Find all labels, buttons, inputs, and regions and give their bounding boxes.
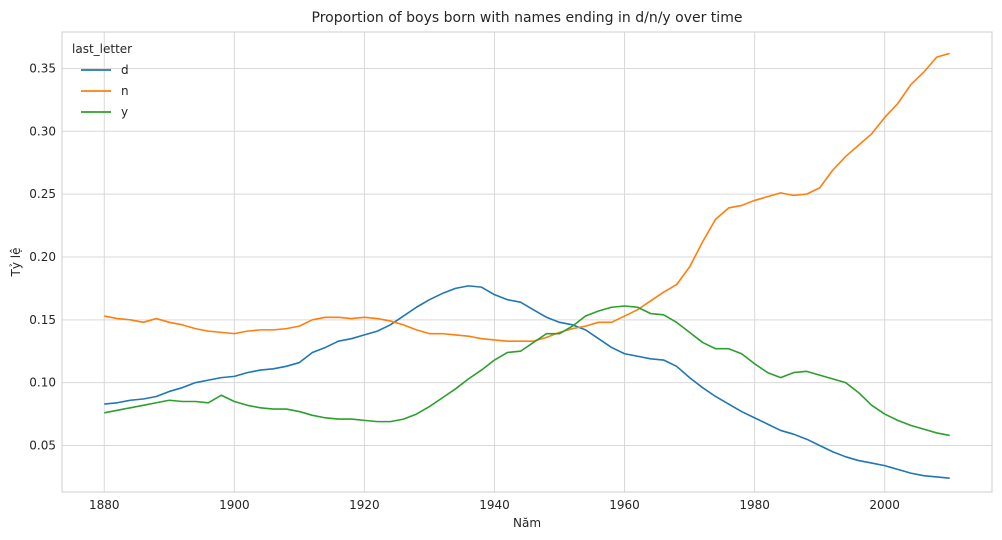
x-tick-label: 1900	[219, 498, 250, 512]
y-tick-label: 0.20	[29, 250, 56, 264]
y-axis-label: Tỷ lệ	[9, 248, 23, 278]
x-tick-label: 1940	[479, 498, 510, 512]
legend: last_letter dny	[72, 42, 132, 119]
x-tick-label: 1960	[609, 498, 640, 512]
series-line-n	[104, 52, 950, 342]
x-tick-label: 1920	[349, 498, 380, 512]
plot-frame	[61, 31, 993, 493]
y-axis-ticks: 0.05 0.10 0.15 0.20 0.25 0.30 0.35	[29, 61, 56, 452]
gridlines	[62, 32, 992, 492]
chart-title: Proportion of boys born with names endin…	[312, 10, 743, 26]
series-lines	[104, 52, 950, 479]
y-tick-label: 0.35	[29, 61, 56, 75]
y-tick-label: 0.25	[29, 187, 56, 201]
x-tick-label: 1980	[739, 498, 770, 512]
x-axis-label: Năm	[513, 516, 541, 530]
x-tick-label: 1880	[89, 498, 120, 512]
x-tick-label: 2000	[869, 498, 900, 512]
y-tick-label: 0.05	[29, 438, 56, 452]
legend-title: last_letter	[72, 42, 132, 56]
legend-label-n: n	[121, 84, 129, 98]
legend-items: dny	[81, 63, 129, 119]
y-tick-label: 0.15	[29, 313, 56, 327]
y-tick-label: 0.10	[29, 376, 56, 390]
series-line-d	[104, 285, 950, 479]
series-line-y	[104, 305, 950, 437]
x-axis-ticks: 1880 1900 1920 1940 1960 1980 2000	[89, 498, 900, 512]
legend-label-d: d	[121, 63, 129, 77]
y-tick-label: 0.30	[29, 124, 56, 138]
legend-label-y: y	[121, 105, 128, 119]
